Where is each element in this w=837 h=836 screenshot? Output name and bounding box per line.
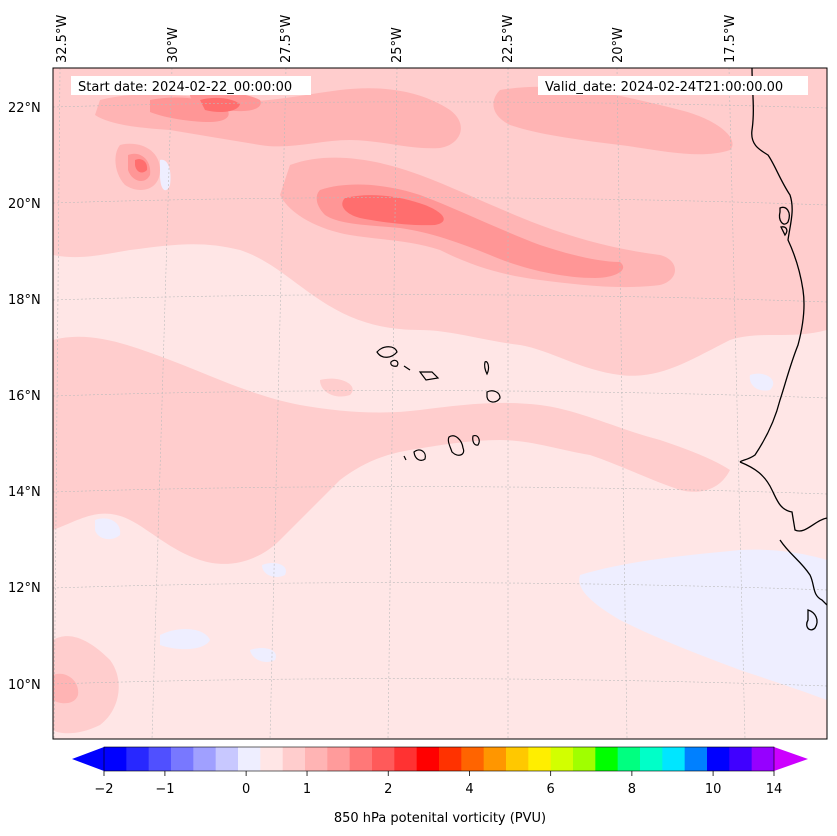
lat-label: 18°N bbox=[8, 293, 41, 308]
colorbar-segment bbox=[126, 747, 150, 771]
colorbar-segment bbox=[640, 747, 663, 771]
colorbar-outline bbox=[103, 746, 775, 772]
colorbar-segment bbox=[729, 747, 753, 771]
lat-label: 14°N bbox=[8, 485, 41, 500]
colorbar-segment bbox=[171, 747, 194, 771]
colorbar-tick-label: −1 bbox=[155, 782, 174, 797]
colorbar-segment bbox=[461, 747, 485, 771]
colorbar-segment bbox=[528, 747, 552, 771]
colorbar-segment bbox=[617, 747, 641, 771]
colorbar-segment bbox=[483, 747, 507, 771]
colorbar-tick-label: 4 bbox=[465, 782, 473, 797]
colorbar-segment bbox=[372, 747, 395, 771]
lon-label: 25°W bbox=[390, 27, 405, 63]
map-frame bbox=[52, 67, 828, 740]
colorbar-tick-label: 8 bbox=[628, 782, 636, 797]
lon-label: 27.5°W bbox=[279, 15, 294, 63]
colorbar-segment bbox=[349, 747, 373, 771]
lon-label: 22.5°W bbox=[501, 15, 516, 63]
lat-label: 16°N bbox=[8, 389, 41, 404]
colorbar-segment bbox=[394, 747, 418, 771]
cape-verde-islands bbox=[376, 346, 501, 461]
start-date-box: Start date: 2024-02-22_00:00:00 bbox=[71, 76, 311, 95]
colorbar-segment bbox=[327, 747, 351, 771]
colorbar-segment bbox=[148, 747, 172, 771]
valid-date-text: Valid_date: 2024-02-24T21:00:00.00 bbox=[545, 80, 783, 95]
lat-label: 20°N bbox=[8, 197, 41, 212]
map-panel bbox=[53, 68, 827, 739]
africa-coastline bbox=[739, 68, 827, 631]
start-date-text: Start date: 2024-02-22_00:00:00 bbox=[78, 80, 292, 95]
colorbar-ticks: −2 −1 0 1 2 4 6 8 10 14 bbox=[94, 771, 782, 797]
colorbar-segment bbox=[193, 747, 217, 771]
colorbar-segment bbox=[238, 747, 261, 771]
colorbar-segment bbox=[282, 747, 306, 771]
pv-contours-negative bbox=[95, 159, 827, 700]
lon-label: 20°W bbox=[611, 27, 626, 63]
colorbar: −2 −1 0 1 2 4 6 8 10 14 850 hPa potenital vortici… bbox=[72, 746, 808, 826]
colorbar-segment bbox=[662, 747, 686, 771]
lon-label: 17.5°W bbox=[723, 15, 738, 63]
lat-label: 10°N bbox=[8, 678, 41, 693]
lat-label: 12°N bbox=[8, 581, 41, 596]
colorbar-segment bbox=[104, 747, 127, 771]
colorbar-segment bbox=[707, 747, 730, 771]
colorbar-segment bbox=[439, 747, 462, 771]
colorbar-segment bbox=[305, 747, 328, 771]
colorbar-extend-low bbox=[72, 747, 104, 771]
colorbar-label: 850 hPa potenital vorticity (PVU) bbox=[334, 811, 546, 826]
colorbar-tick-label: −2 bbox=[94, 782, 113, 797]
colorbar-segment bbox=[215, 747, 239, 771]
longitude-labels: 32.5°W 30°W 27.5°W 25°W 22.5°W 20°W 17.5… bbox=[55, 15, 738, 63]
colorbar-tick-label: 14 bbox=[766, 782, 783, 797]
colorbar-extend-high bbox=[774, 747, 808, 771]
colorbar-tick-label: 6 bbox=[547, 782, 555, 797]
colorbar-segment bbox=[751, 747, 775, 771]
colorbar-segment bbox=[573, 747, 596, 771]
colorbar-segments bbox=[104, 747, 775, 771]
lon-label: 32.5°W bbox=[55, 15, 70, 63]
colorbar-segment bbox=[416, 747, 440, 771]
lat-label: 22°N bbox=[8, 101, 41, 116]
colorbar-segment bbox=[550, 747, 574, 771]
valid-date-box: Valid_date: 2024-02-24T21:00:00.00 bbox=[538, 76, 808, 95]
pv-contours-level-4 bbox=[135, 97, 444, 226]
lon-label: 30°W bbox=[166, 27, 181, 63]
latitude-labels: 22°N 20°N 18°N 16°N 14°N 12°N 10°N bbox=[8, 101, 41, 693]
colorbar-tick-label: 10 bbox=[705, 782, 722, 797]
colorbar-segment bbox=[506, 747, 529, 771]
colorbar-segment bbox=[260, 747, 284, 771]
colorbar-tick-label: 2 bbox=[384, 782, 392, 797]
colorbar-segment bbox=[684, 747, 708, 771]
colorbar-tick-label: 0 bbox=[242, 782, 250, 797]
colorbar-segment bbox=[595, 747, 619, 771]
colorbar-tick-label: 1 bbox=[303, 782, 311, 797]
